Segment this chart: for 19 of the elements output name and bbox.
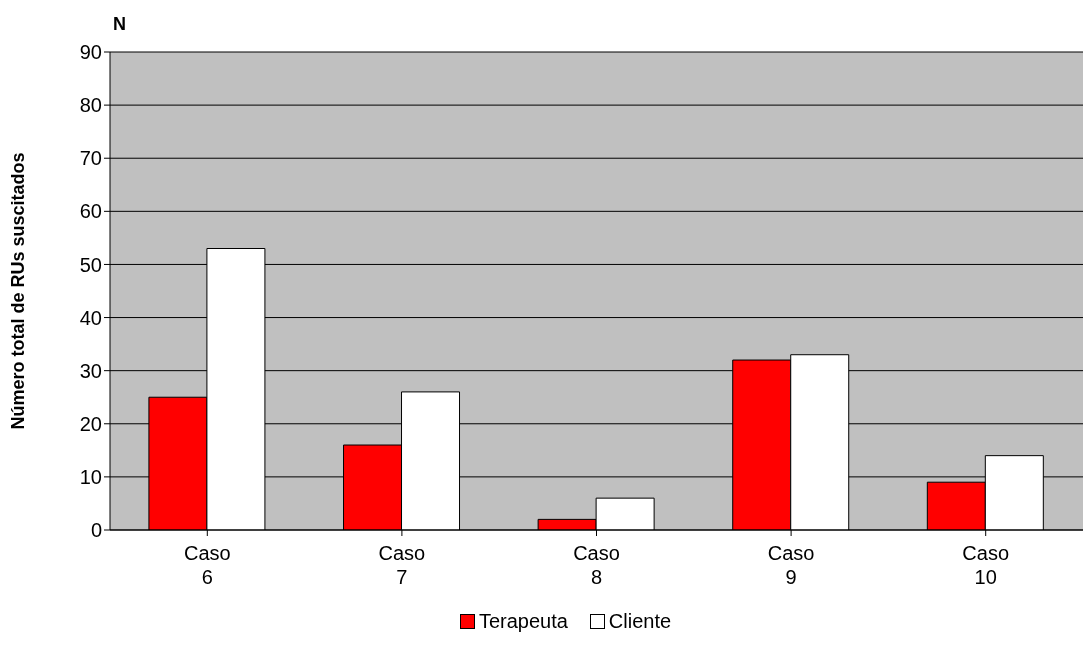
x-tick-label: Caso 7 bbox=[378, 542, 426, 588]
x-tick-label: Caso 10 bbox=[962, 542, 1010, 588]
x-tick-label: Caso 6 bbox=[183, 542, 231, 588]
text: N bbox=[113, 14, 126, 35]
legend-label: Terapeuta bbox=[478, 610, 568, 633]
y-tick-label: 90 bbox=[79, 41, 102, 64]
legend-label: Cliente bbox=[608, 610, 672, 633]
y-tick-label: 60 bbox=[79, 200, 102, 223]
y-tick-label: 20 bbox=[79, 412, 102, 435]
y-tick-label: 80 bbox=[79, 94, 102, 117]
y-tick-label: 70 bbox=[79, 147, 102, 170]
y-tick-label: 40 bbox=[79, 306, 102, 329]
y-tick-label: 50 bbox=[79, 253, 102, 276]
y-tick-label: 30 bbox=[79, 359, 102, 382]
y-axis-title: Número total de RUs suscitados bbox=[8, 152, 29, 430]
x-tick-label: Caso 9 bbox=[767, 542, 815, 588]
x-tick-label: Caso 8 bbox=[573, 542, 620, 588]
y-tick-label: 10 bbox=[79, 465, 102, 488]
y-tick-label: 0 bbox=[90, 519, 102, 542]
